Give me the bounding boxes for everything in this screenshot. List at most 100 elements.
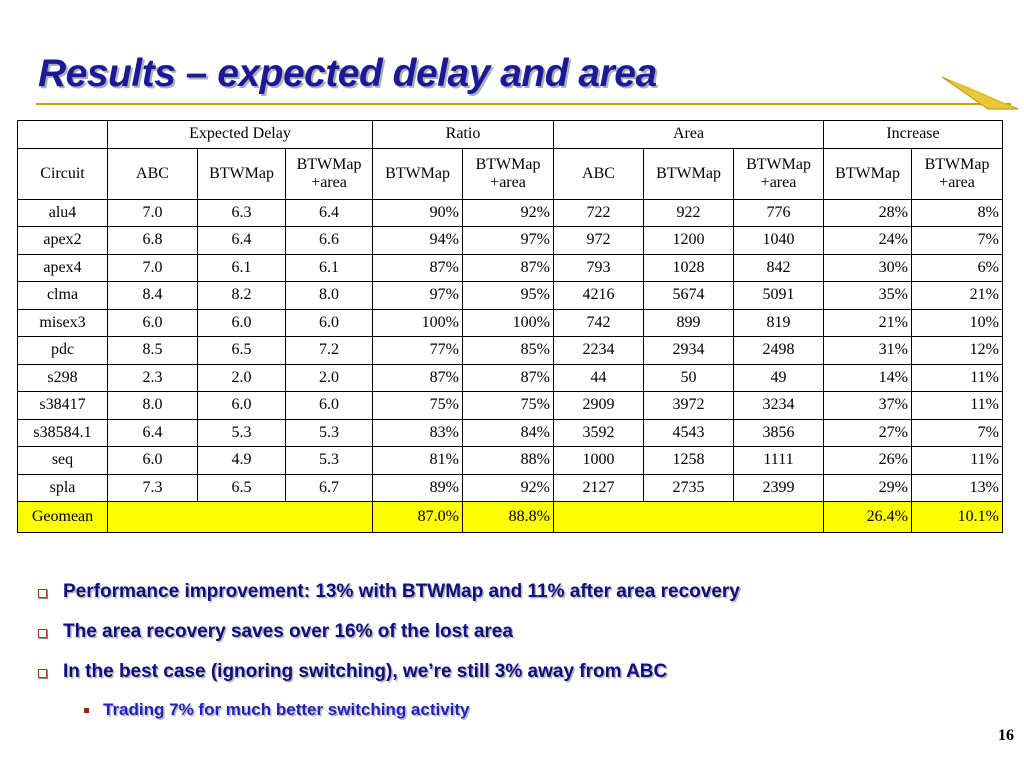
group-header-area: Area <box>553 120 824 149</box>
header-increase-btwmap: BTWMap <box>823 147 912 200</box>
cell-delay-abc: 6.8 <box>107 226 198 255</box>
cell-increase-btwmap: 30% <box>823 253 912 282</box>
header-line-1: BTWMap <box>746 155 811 173</box>
cell-increase-btwmap: 24% <box>823 226 912 255</box>
bullet-item: In the best case (ignoring switching), w… <box>38 652 740 692</box>
table-row: alu4 7.0 6.3 6.4 90% 92% 722 922 776 28% 8% <box>17 198 1003 227</box>
cell-delay-btwmap-area: 6.6 <box>285 226 373 255</box>
cell-ratio-btwmap: 81% <box>372 446 463 475</box>
cell-area-btwmap-area: 776 <box>733 198 824 227</box>
cell-ratio-btwmap-area: 87% <box>462 253 554 282</box>
cell-increase-btwmap: 35% <box>823 281 912 310</box>
table-corner-cell <box>17 120 108 149</box>
cell-ratio-btwmap-area: 92% <box>462 473 554 502</box>
cell-increase-btwmap-area: 11% <box>911 446 1003 475</box>
cell-area-abc: 972 <box>553 226 644 255</box>
header-increase-btwmap-area: BTWMap +area <box>911 147 1003 200</box>
table-row: spla 7.3 6.5 6.7 89% 92% 2127 2735 2399 29% 13% <box>17 473 1003 502</box>
cell-area-btwmap: 2934 <box>643 336 734 365</box>
cell-circuit: misex3 <box>17 308 108 337</box>
cell-delay-btwmap: 6.0 <box>197 308 286 337</box>
header-delay-abc: ABC <box>107 147 198 200</box>
cell-delay-abc: 7.0 <box>107 198 198 227</box>
cell-ratio-btwmap: 97% <box>372 281 463 310</box>
cell-area-btwmap-area: 842 <box>733 253 824 282</box>
bullet-list: Performance improvement: 13% with BTWMap… <box>38 572 740 728</box>
cell-area-btwmap-area: 1040 <box>733 226 824 255</box>
cell-ratio-btwmap-area: 87% <box>462 363 554 392</box>
cell-delay-btwmap-area: 7.2 <box>285 336 373 365</box>
cell-increase-btwmap-area: 21% <box>911 281 1003 310</box>
table-body: alu4 7.0 6.3 6.4 90% 92% 722 922 776 28% 8% apex2 6.… <box>17 198 1003 502</box>
cell-increase-btwmap-area: 10% <box>911 308 1003 337</box>
filled-square-icon <box>84 707 89 713</box>
cell-delay-btwmap: 6.4 <box>197 226 286 255</box>
cell-circuit: s38584.1 <box>17 418 108 447</box>
table-row: clma 8.4 8.2 8.0 97% 95% 4216 5674 5091 35% 21% <box>17 281 1003 310</box>
cell-ratio-btwmap-area: 95% <box>462 281 554 310</box>
cell-area-abc: 3592 <box>553 418 644 447</box>
bullet-item: The area recovery saves over 16% of the … <box>38 612 740 652</box>
bullet-text: The area recovery saves over 16% of the … <box>63 621 513 642</box>
cell-circuit: apex4 <box>17 253 108 282</box>
cell-ratio-btwmap: 94% <box>372 226 463 255</box>
gold-arrow-icon <box>941 76 1019 110</box>
cell-area-btwmap: 1200 <box>643 226 734 255</box>
cell-area-abc: 2234 <box>553 336 644 365</box>
cell-circuit: s38417 <box>17 391 108 420</box>
cell-ratio-btwmap: 75% <box>372 391 463 420</box>
cell-area-btwmap-area: 2498 <box>733 336 824 365</box>
cell-area-abc: 1000 <box>553 446 644 475</box>
cell-delay-btwmap-area: 6.4 <box>285 198 373 227</box>
cell-circuit: seq <box>17 446 108 475</box>
bullet-item: Performance improvement: 13% with BTWMap… <box>38 572 740 612</box>
table-group-header-row: Expected Delay Ratio Area Increase <box>17 120 1003 149</box>
geomean-ratio-btwmap: 87.0% <box>372 501 463 533</box>
cell-area-btwmap: 899 <box>643 308 734 337</box>
title-divider <box>36 103 1011 105</box>
cell-ratio-btwmap-area: 92% <box>462 198 554 227</box>
cell-area-abc: 793 <box>553 253 644 282</box>
cell-circuit: pdc <box>17 336 108 365</box>
cell-area-btwmap-area: 2399 <box>733 473 824 502</box>
header-circuit: Circuit <box>17 147 108 200</box>
header-area-abc: ABC <box>553 147 644 200</box>
cell-area-abc: 742 <box>553 308 644 337</box>
slide-title: Results – expected delay and area <box>38 52 657 95</box>
table-sub-header-row: Circuit ABC BTWMap BTWMap +area BTWMap BT… <box>17 147 1003 200</box>
group-header-expected-delay: Expected Delay <box>107 120 373 149</box>
cell-area-btwmap-area: 49 <box>733 363 824 392</box>
cell-delay-btwmap: 6.3 <box>197 198 286 227</box>
table-row: pdc 8.5 6.5 7.2 77% 85% 2234 2934 2498 31% 12% <box>17 336 1003 365</box>
group-header-increase: Increase <box>823 120 1003 149</box>
cell-increase-btwmap: 28% <box>823 198 912 227</box>
cell-increase-btwmap-area: 6% <box>911 253 1003 282</box>
table-row: s38584.1 6.4 5.3 5.3 83% 84% 3592 4543 3856 27% 7% <box>17 418 1003 447</box>
cell-increase-btwmap-area: 8% <box>911 198 1003 227</box>
cell-increase-btwmap: 14% <box>823 363 912 392</box>
page-number: 16 <box>998 727 1014 744</box>
header-line-2: +area <box>490 173 526 191</box>
cell-circuit: spla <box>17 473 108 502</box>
cell-increase-btwmap: 21% <box>823 308 912 337</box>
cell-delay-abc: 8.0 <box>107 391 198 420</box>
header-area-btwmap-area: BTWMap +area <box>733 147 824 200</box>
cell-ratio-btwmap: 87% <box>372 253 463 282</box>
geomean-increase-btwmap: 26.4% <box>823 501 912 533</box>
cell-area-abc: 2127 <box>553 473 644 502</box>
cell-delay-btwmap: 6.5 <box>197 336 286 365</box>
hollow-square-icon <box>38 668 47 678</box>
cell-ratio-btwmap: 89% <box>372 473 463 502</box>
table-row: apex4 7.0 6.1 6.1 87% 87% 793 1028 842 30% 6% <box>17 253 1003 282</box>
table-row: s38417 8.0 6.0 6.0 75% 75% 2909 3972 3234 37% 11% <box>17 391 1003 420</box>
cell-delay-btwmap: 5.3 <box>197 418 286 447</box>
cell-delay-btwmap-area: 6.7 <box>285 473 373 502</box>
cell-circuit: apex2 <box>17 226 108 255</box>
cell-increase-btwmap-area: 7% <box>911 226 1003 255</box>
cell-delay-btwmap-area: 6.0 <box>285 308 373 337</box>
cell-area-btwmap-area: 5091 <box>733 281 824 310</box>
geomean-delay-blank <box>107 501 373 533</box>
sub-bullet-text: Trading 7% for much better switching act… <box>103 700 470 719</box>
cell-increase-btwmap-area: 11% <box>911 391 1003 420</box>
cell-increase-btwmap: 31% <box>823 336 912 365</box>
